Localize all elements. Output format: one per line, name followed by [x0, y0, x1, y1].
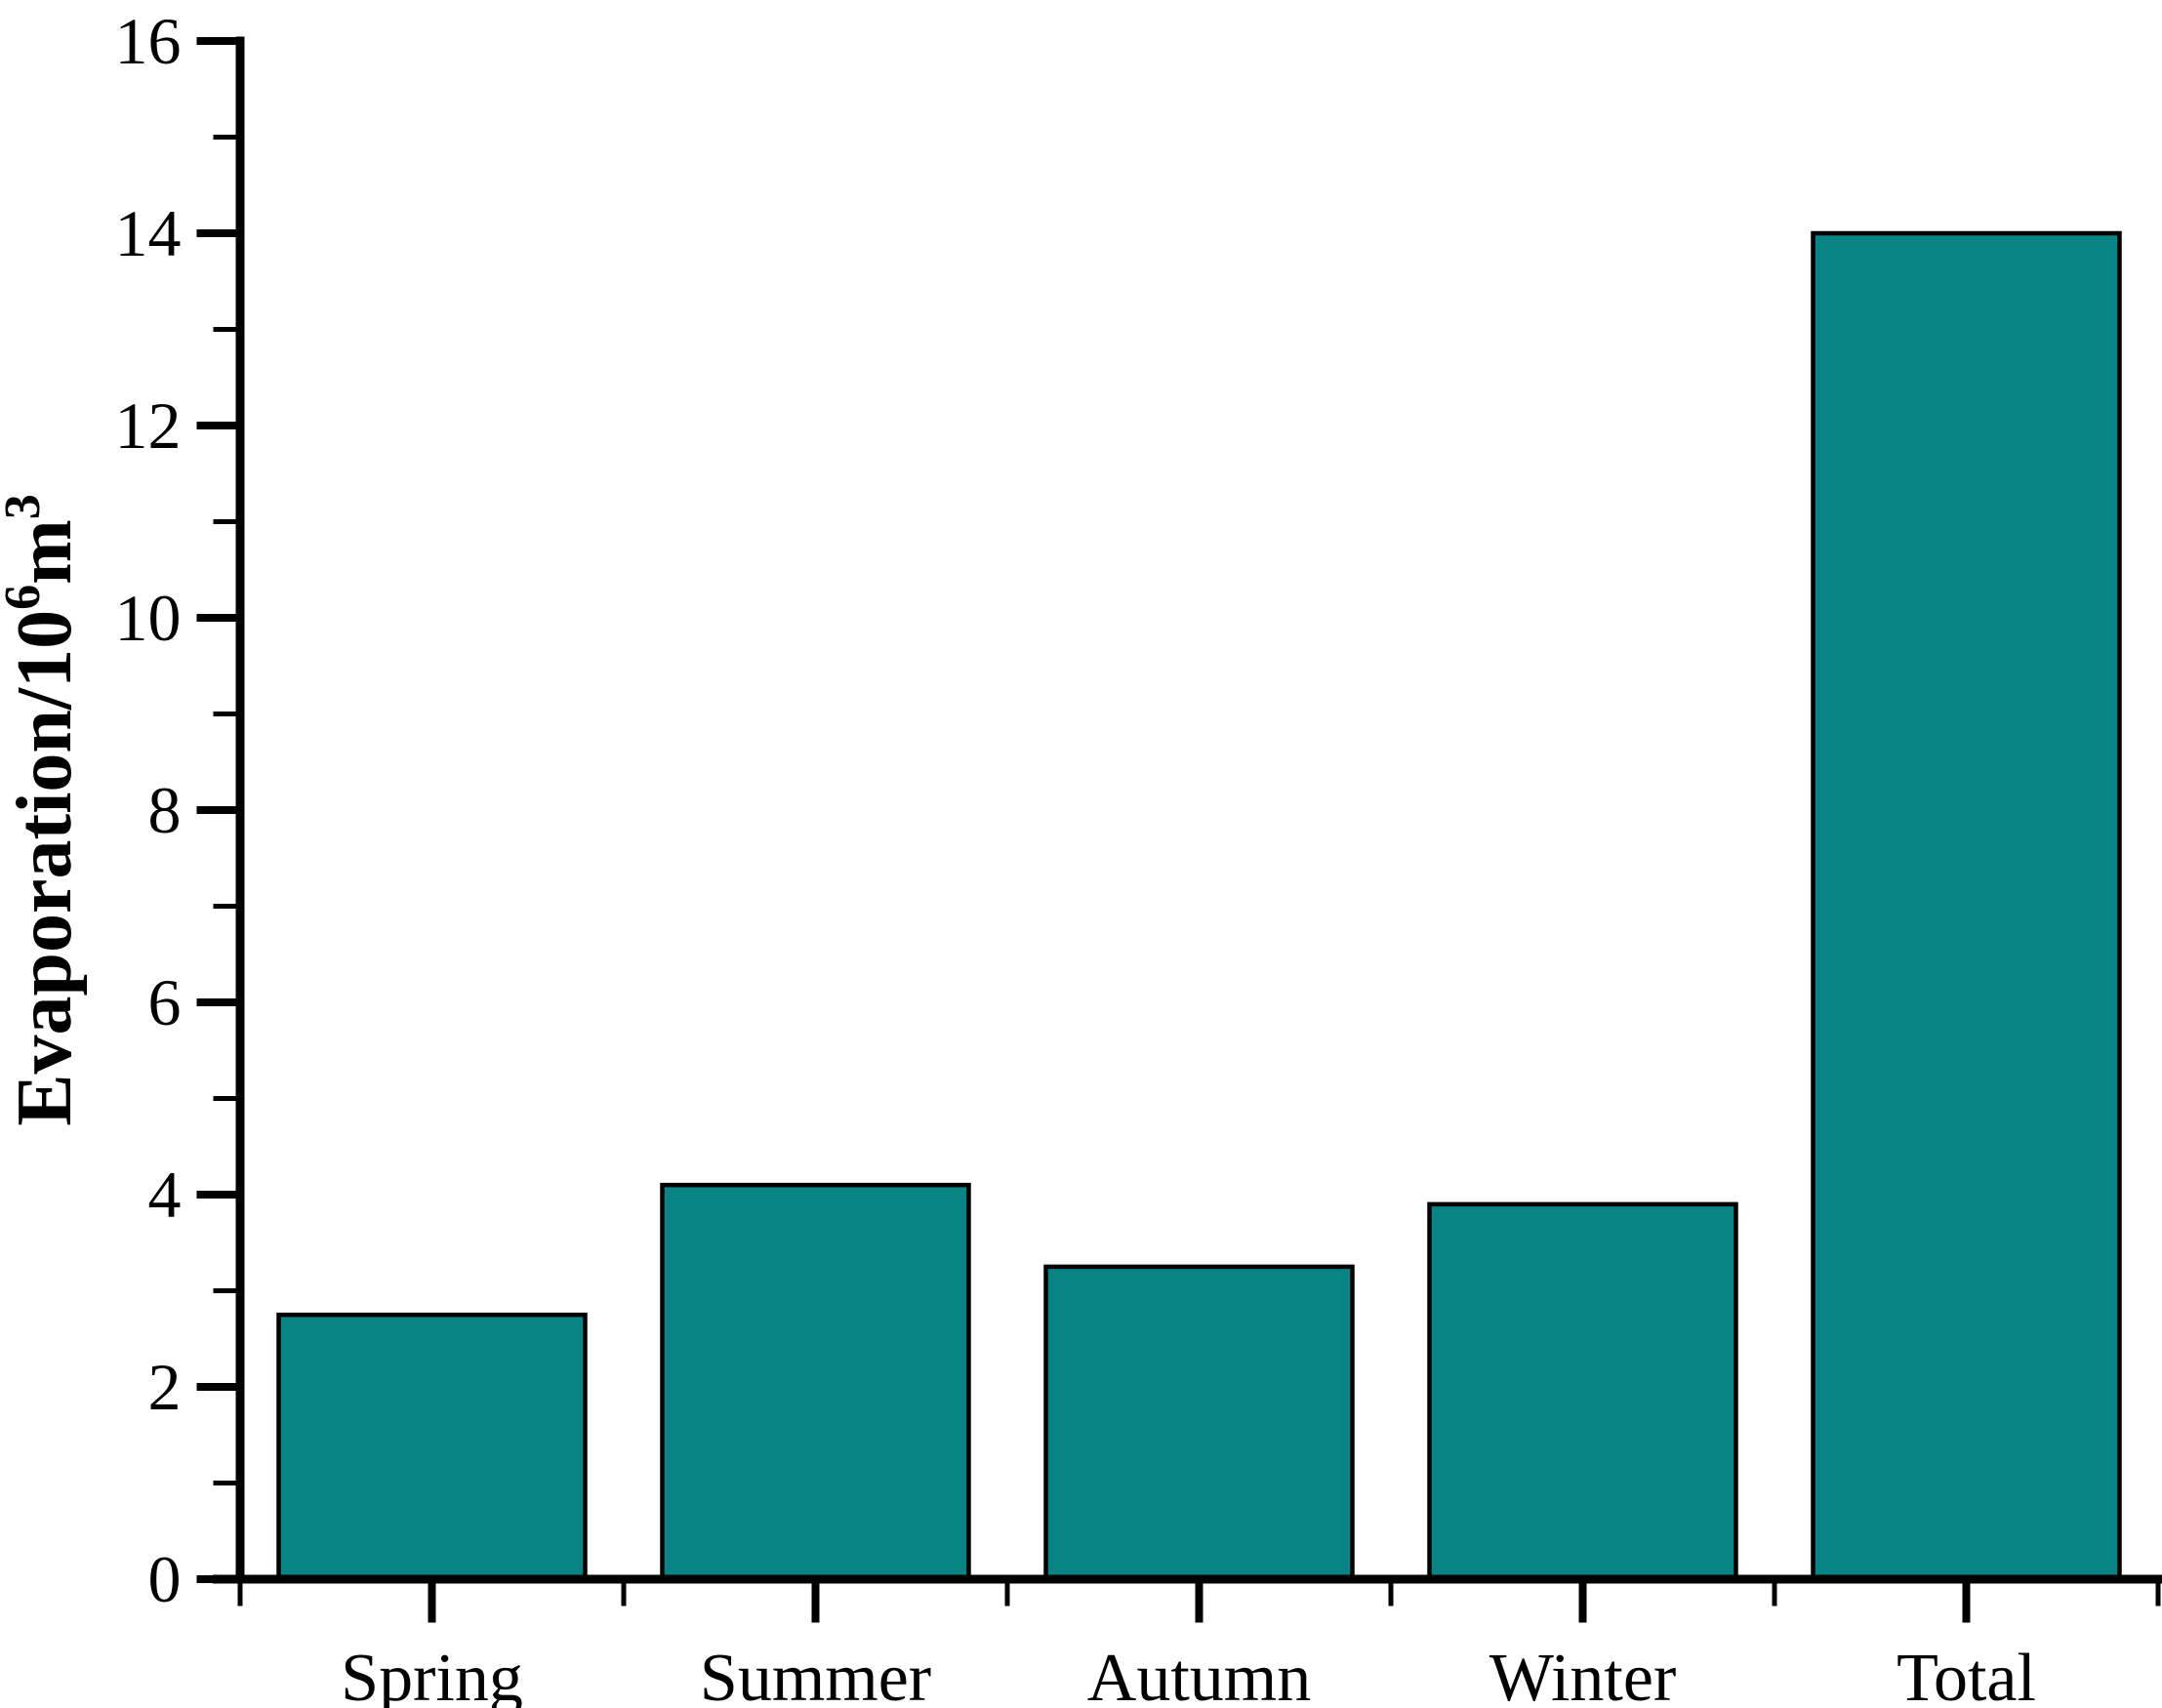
bar-autumn [1043, 1264, 1355, 1582]
bar-total [1811, 230, 2122, 1582]
y-tick-label-12: 12 [115, 388, 182, 463]
bar-winter [1427, 1201, 1738, 1582]
y-tick-label-16: 16 [115, 4, 182, 78]
y-tick-label-8: 8 [148, 773, 182, 847]
bar-spring [276, 1312, 588, 1582]
y-tick-label-14: 14 [115, 196, 182, 270]
x-axis-label-winter: Winter [1489, 1641, 1677, 1708]
x-axis-label-total: Total [1897, 1641, 2036, 1708]
x-axis-label-spring: Spring [341, 1641, 523, 1708]
y-tick-label-2: 2 [148, 1350, 182, 1424]
x-axis-label-autumn: Autumn [1087, 1641, 1311, 1708]
y-tick-label-6: 6 [148, 965, 182, 1039]
y-tick-label-10: 10 [115, 581, 182, 655]
bar-summer [660, 1182, 971, 1582]
y-axis-title: Evaporation/106m3 [0, 494, 88, 1126]
y-tick-label-0: 0 [148, 1542, 182, 1616]
y-tick-label-4: 4 [148, 1158, 182, 1232]
x-axis-label-summer: Summer [700, 1641, 931, 1708]
